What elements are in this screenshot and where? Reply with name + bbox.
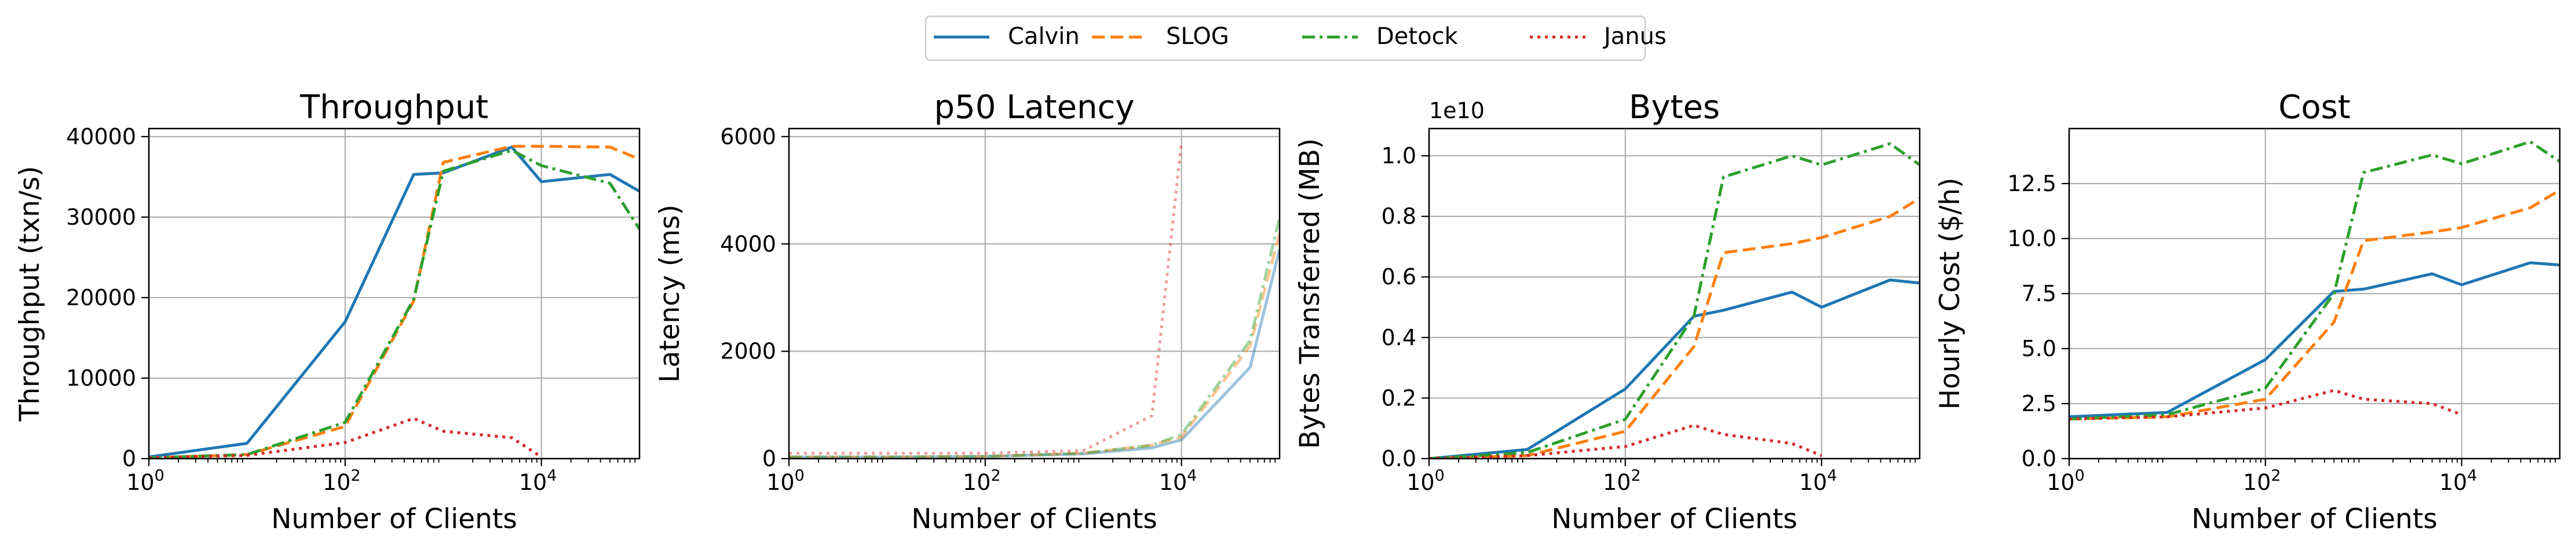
y-tick-label: 40000 bbox=[66, 124, 136, 149]
y-tick-label: 10.0 bbox=[2007, 226, 2056, 251]
series-line-slog bbox=[1429, 197, 1920, 459]
legend-item-detock: Detock bbox=[1302, 23, 1459, 50]
legend: Calvin SLOG Detock Janus bbox=[925, 15, 1667, 61]
series-line-slog bbox=[2069, 189, 2560, 421]
legend-label: SLOG bbox=[1166, 23, 1229, 50]
series-group bbox=[149, 145, 640, 459]
chart-title: Bytes bbox=[1629, 89, 1720, 126]
axes-frame bbox=[148, 127, 641, 460]
legend-frame bbox=[925, 15, 1646, 61]
series-group bbox=[2069, 140, 2560, 421]
x-axis-label: Number of Clients bbox=[271, 503, 517, 535]
legend-item-calvin: Calvin bbox=[934, 23, 1080, 50]
x-tick-label: 102 bbox=[1603, 467, 1641, 495]
y-axis-label: Bytes Transferred (MB) bbox=[1294, 138, 1326, 449]
x-tick-label: 104 bbox=[519, 467, 557, 495]
series-group bbox=[1429, 142, 1920, 459]
x-tick-label: 100 bbox=[1406, 467, 1445, 495]
series-line-calvin bbox=[2069, 261, 2560, 419]
x-tick-label: 100 bbox=[126, 467, 165, 495]
y-offset-label: 1e10 bbox=[1429, 98, 1485, 123]
y-tick-label: 0.8 bbox=[1382, 204, 1416, 229]
series-line-janus bbox=[2069, 389, 2462, 421]
x-tick-label: 102 bbox=[963, 467, 1001, 495]
series-line-detock bbox=[149, 149, 640, 459]
y-axis-label: Latency (ms) bbox=[654, 204, 686, 383]
y-tick-label: 0.4 bbox=[1382, 325, 1416, 350]
series-line-detock bbox=[1429, 142, 1920, 459]
series-line-janus bbox=[149, 417, 542, 459]
series-line-janus bbox=[1429, 424, 1822, 459]
series-line-calvin bbox=[789, 248, 1280, 459]
panel-p50-latency: 100 102 104 0 2000 4000 6000 p50 Latency Number … bbox=[654, 89, 1281, 535]
y-tick-label: 2.5 bbox=[2022, 391, 2056, 416]
series-line-detock bbox=[2069, 140, 2560, 421]
series-line-calvin bbox=[1429, 279, 1920, 459]
y-tick-label: 1.0 bbox=[1382, 143, 1416, 169]
x-tick-label: 104 bbox=[2439, 467, 2478, 495]
y-tick-label: 4000 bbox=[720, 231, 776, 257]
chart-title: p50 Latency bbox=[934, 89, 1135, 126]
y-tick-label: 5.0 bbox=[2022, 336, 2056, 361]
y-tick-label: 0.2 bbox=[1382, 385, 1416, 411]
y-tick-label: 12.5 bbox=[2007, 171, 2056, 196]
panel-throughput: 100 102 104 0 10000 20000 30000 40000 Throughput… bbox=[14, 89, 641, 535]
panel-bytes: 100 102 104 0.0 0.2 0.4 0.6 0.8 1.0 Bytes Number o… bbox=[1294, 89, 1921, 535]
axes-frame bbox=[788, 127, 1281, 460]
legend-item-slog: SLOG bbox=[1092, 23, 1229, 50]
chart-title: Throughput bbox=[299, 89, 488, 126]
legend-label: Calvin bbox=[1008, 23, 1080, 50]
legend-label: Detock bbox=[1376, 23, 1459, 50]
legend-item-janus: Janus bbox=[1530, 23, 1667, 50]
x-axis-label: Number of Clients bbox=[1551, 503, 1797, 535]
y-tick-label: 0.0 bbox=[2022, 446, 2056, 471]
x-tick-label: 102 bbox=[2243, 467, 2281, 495]
x-tick-label: 104 bbox=[1799, 467, 1837, 495]
x-tick-label: 100 bbox=[766, 467, 805, 495]
series-line-slog bbox=[789, 233, 1280, 459]
y-axis-label: Throughput (txn/s) bbox=[14, 166, 46, 422]
y-tick-label: 0.6 bbox=[1382, 264, 1416, 290]
y-tick-label: 10000 bbox=[66, 365, 136, 391]
x-tick-label: 100 bbox=[2047, 467, 2085, 495]
y-tick-label: 2000 bbox=[720, 339, 776, 364]
x-axis-label: Number of Clients bbox=[911, 503, 1157, 535]
y-tick-label: 20000 bbox=[66, 285, 136, 310]
y-tick-label: 7.5 bbox=[2022, 281, 2056, 306]
panel-cost: 100 102 104 0.0 2.5 5.0 7.5 10.0 12.5 Cost Number … bbox=[1934, 89, 2561, 535]
x-tick-label: 102 bbox=[323, 467, 361, 495]
y-tick-label: 0.0 bbox=[1382, 446, 1416, 471]
x-axis-label: Number of Clients bbox=[2191, 503, 2438, 535]
axes-frame bbox=[1428, 127, 1921, 460]
series-line-detock bbox=[789, 217, 1280, 459]
y-tick-label: 6000 bbox=[720, 124, 776, 149]
legend-label: Janus bbox=[1602, 23, 1667, 50]
chart-title: Cost bbox=[2278, 89, 2351, 126]
x-tick-label: 104 bbox=[1159, 467, 1197, 495]
y-axis-label: Hourly Cost ($/h) bbox=[1934, 178, 1966, 410]
y-tick-label: 30000 bbox=[66, 204, 136, 230]
series-group bbox=[789, 141, 1280, 459]
y-tick-label: 0 bbox=[762, 446, 776, 471]
y-tick-label: 0 bbox=[122, 446, 136, 471]
